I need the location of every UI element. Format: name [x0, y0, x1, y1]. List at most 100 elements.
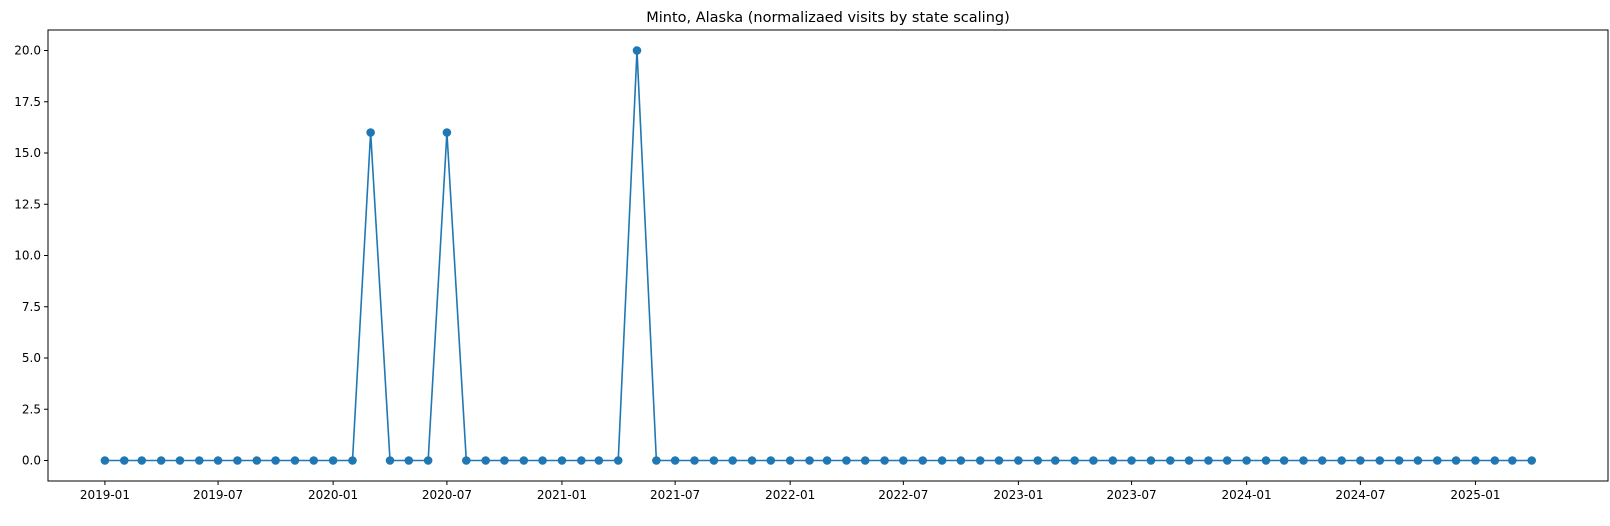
x-tick-label: 2023-01: [993, 488, 1043, 502]
data-point: [747, 456, 757, 465]
data-point: [366, 128, 375, 137]
data-point: [937, 456, 947, 465]
y-tick-label: 12.5: [14, 197, 41, 211]
data-point: [860, 456, 870, 465]
data-point: [690, 456, 699, 465]
data-point: [1508, 456, 1517, 465]
x-tick-label: 2023-07: [1106, 488, 1156, 502]
data-point: [766, 456, 776, 465]
chart-title: Minto, Alaska (normalizaed visits by sta…: [646, 10, 1010, 26]
data-point: [1070, 456, 1079, 465]
x-tick-label: 2019-01: [80, 488, 130, 502]
data-point: [195, 456, 204, 465]
data-point: [404, 456, 414, 465]
data-point: [538, 456, 547, 465]
data-point: [594, 456, 604, 465]
data-point: [709, 456, 719, 465]
data-point: [1375, 456, 1385, 465]
data-point: [956, 456, 966, 465]
data-point: [632, 46, 642, 55]
data-point: [442, 128, 452, 137]
y-tick-label: 10.0: [14, 249, 41, 263]
data-point: [1184, 456, 1194, 465]
data-point: [1527, 456, 1537, 465]
y-tick-label: 15.0: [14, 146, 41, 160]
y-axis: 0.0 2.5 5.0 7.5 10.0 12.5 15.0 17.5 20.0: [14, 44, 48, 468]
data-point: [1222, 456, 1232, 465]
data-point: [481, 456, 490, 465]
data-point: [842, 456, 851, 465]
data-point: [1299, 456, 1308, 465]
data-point: [1413, 456, 1423, 465]
data-point: [252, 456, 262, 465]
data-point: [994, 456, 1004, 465]
x-tick-label: 2024-01: [1222, 488, 1272, 502]
plot-frame: [47, 29, 1609, 482]
data-point: [137, 456, 147, 465]
data-point: [728, 456, 737, 465]
data-point: [1394, 456, 1404, 465]
x-tick-label: 2024-07: [1335, 488, 1385, 502]
data-point: [290, 456, 300, 465]
data-point: [1490, 456, 1500, 465]
data-point: [557, 456, 567, 465]
data-point: [1146, 456, 1156, 465]
data-point: [175, 456, 185, 465]
data-point: [519, 456, 529, 465]
data-point: [1050, 456, 1060, 465]
data-point: [1356, 456, 1365, 465]
data-point: [328, 456, 338, 465]
data-point: [461, 456, 471, 465]
data-point: [385, 456, 395, 465]
y-tick-label: 2.5: [22, 402, 41, 416]
y-tick-label: 0.0: [22, 454, 41, 468]
x-tick-label: 2020-07: [422, 488, 472, 502]
data-point: [1014, 456, 1023, 465]
y-tick-label: 17.5: [14, 95, 41, 109]
data-point: [899, 456, 908, 465]
data-point: [309, 456, 319, 465]
data-point: [423, 456, 433, 465]
data-point: [975, 456, 985, 465]
data-point: [1166, 456, 1175, 465]
data-point: [233, 456, 242, 465]
data-point: [613, 456, 623, 465]
data-point: [348, 456, 357, 465]
data-point: [822, 456, 832, 465]
data-point: [577, 456, 586, 465]
y-tick-label: 20.0: [14, 44, 41, 58]
x-tick-label: 2022-07: [878, 488, 928, 502]
data-point: [1108, 456, 1118, 465]
x-tick-label: 2025-01: [1450, 488, 1500, 502]
data-point: [213, 456, 223, 465]
x-axis: 2019-01 2019-07 2020-01 2020-07 2021-01 2021-…: [80, 481, 1501, 502]
data-point: [119, 456, 129, 465]
x-tick-label: 2020-01: [308, 488, 358, 502]
data-point: [670, 456, 680, 465]
data-point: [1279, 456, 1289, 465]
data-point: [1471, 456, 1480, 465]
x-tick-label: 2019-07: [193, 488, 243, 502]
data-point: [805, 456, 814, 465]
data-point: [156, 456, 166, 465]
data-point: [1204, 456, 1213, 465]
data-point: [1127, 456, 1136, 465]
data-point: [271, 456, 280, 465]
data-point: [1242, 456, 1251, 465]
data-point: [1451, 456, 1461, 465]
data-point: [1337, 456, 1346, 465]
data-point: [918, 456, 928, 465]
data-point: [880, 456, 889, 465]
y-tick-label: 7.5: [22, 300, 41, 314]
data-point: [100, 456, 110, 465]
y-tick-label: 5.0: [22, 351, 41, 365]
data-point: [1089, 456, 1098, 465]
x-tick-label: 2021-07: [650, 488, 700, 502]
data-point: [652, 456, 661, 465]
x-tick-label: 2022-01: [765, 488, 815, 502]
data-point: [1317, 456, 1327, 465]
x-tick-label: 2021-01: [537, 488, 587, 502]
data-point: [1433, 456, 1442, 465]
